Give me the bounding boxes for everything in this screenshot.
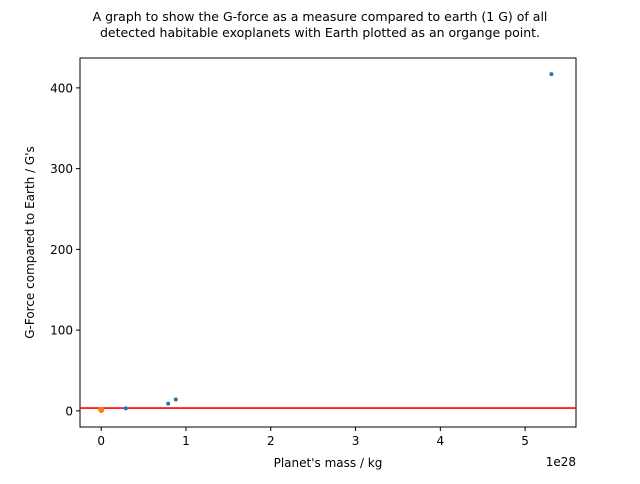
plot-area bbox=[79, 57, 577, 428]
x-axis-ticks: 0 1 2 3 4 5 bbox=[97, 427, 529, 448]
x-axis-label: Planet's mass / kg bbox=[274, 456, 383, 470]
y-tick-label: 100 bbox=[50, 324, 73, 338]
y-axis-ticks: 0 100 200 300 400 bbox=[50, 81, 80, 418]
data-point bbox=[98, 407, 105, 414]
data-point bbox=[549, 72, 554, 77]
y-tick-label: 200 bbox=[50, 243, 73, 257]
y-tick-label: 400 bbox=[50, 81, 73, 95]
data-point bbox=[173, 397, 178, 402]
data-points bbox=[98, 72, 554, 414]
x-tick-label: 4 bbox=[437, 434, 445, 448]
x-tick-label: 3 bbox=[352, 434, 360, 448]
x-tick-label: 2 bbox=[267, 434, 275, 448]
data-point bbox=[166, 401, 171, 406]
x-tick-label: 5 bbox=[521, 434, 529, 448]
y-tick-label: 0 bbox=[65, 404, 73, 418]
x-tick-label: 0 bbox=[97, 434, 105, 448]
x-tick-label: 1 bbox=[182, 434, 190, 448]
y-axis-label: G-Force compared to Earth / G's bbox=[23, 146, 37, 339]
data-point bbox=[123, 406, 128, 411]
x-axis-offset: 1e28 bbox=[546, 455, 576, 469]
chart-title-line-2: detected habitable exoplanets with Earth… bbox=[100, 25, 540, 40]
chart-title-line-1: A graph to show the G-force as a measure… bbox=[93, 9, 548, 24]
axes-frame bbox=[79, 57, 577, 428]
y-tick-label: 300 bbox=[50, 162, 73, 176]
